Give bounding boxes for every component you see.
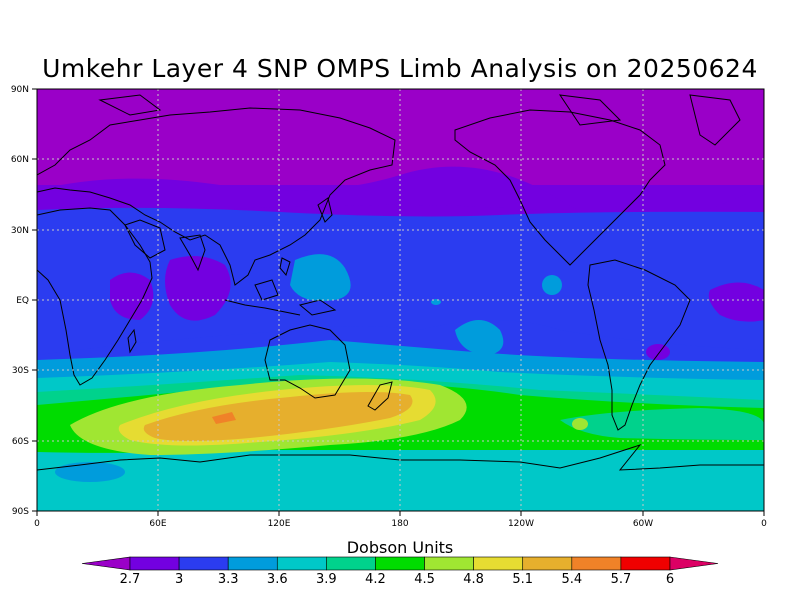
lat-label-60n: 60N	[11, 155, 29, 165]
blob-west-pacific	[290, 254, 351, 301]
colorbar-label: 6	[666, 572, 674, 587]
lat-label-30s: 30S	[12, 366, 29, 376]
coast-india	[179, 234, 206, 272]
coast-arctic-1	[98, 94, 162, 116]
colorbar-label: 5.4	[561, 572, 582, 587]
coast-arctic-2	[558, 94, 622, 126]
coast-new-guinea	[298, 299, 337, 316]
lon-label-180: 180	[391, 519, 408, 529]
colorbar-label: 3.9	[316, 572, 337, 587]
colorbar-swatch	[375, 556, 425, 571]
contour-antarctic	[37, 453, 764, 511]
colorbar-swatch	[522, 556, 573, 571]
colorbar-swatch	[227, 556, 278, 571]
coastlines	[37, 94, 764, 471]
tick-marks	[32, 88, 765, 516]
blob-africa-purple	[110, 272, 154, 320]
coast-antarctica	[37, 444, 764, 471]
coast-philippines	[279, 257, 291, 277]
blob-atlantic-cyan	[542, 275, 562, 295]
blob-indian-purple	[165, 256, 231, 321]
blob-pacific-south	[455, 320, 504, 355]
blob-antarctic-low	[55, 462, 125, 482]
blob-brazil-purple	[708, 282, 764, 322]
lat-label-30n: 30N	[11, 226, 29, 236]
colorbar-arrow-low	[81, 556, 131, 571]
colorbar-swatch	[620, 556, 671, 571]
colorbar-swatch	[276, 556, 327, 571]
lon-label-120e: 120E	[268, 519, 291, 529]
coast-madagascar	[127, 328, 137, 354]
colorbar-swatch	[178, 556, 229, 571]
colorbar-label: 4.5	[414, 572, 435, 587]
colorbar-title: Dobson Units	[347, 538, 454, 557]
coast-new-zealand	[367, 381, 393, 411]
colorbar-swatch	[424, 556, 474, 571]
map-title: Umkehr Layer 4 SNP OMPS Limb Analysis on…	[42, 54, 758, 83]
colorbar-label: 2.7	[120, 572, 141, 587]
colorbar: 2.7 3 3.3 3.6 3.9 4.2 4.5 4.8 5.1 5.4 5.7 6	[81, 556, 719, 587]
colorbar-swatch	[473, 556, 524, 571]
contour-gold	[143, 391, 413, 441]
blob-patagonia	[572, 418, 588, 430]
coast-australia	[264, 324, 351, 399]
coast-north-america	[454, 109, 666, 266]
lat-label-eq: EQ	[16, 296, 29, 306]
coast-eurasia	[37, 107, 396, 286]
lat-label-90n: 90N	[11, 85, 29, 95]
coast-borneo	[254, 279, 279, 301]
colorbar-label: 5.7	[611, 572, 632, 587]
coast-indonesia	[224, 299, 301, 316]
colorbar-label: 4.2	[365, 572, 386, 587]
colorbar-swatch	[326, 556, 376, 571]
blob-small-purple	[646, 344, 670, 360]
lat-label-90s: 90S	[12, 507, 29, 517]
lon-labels: 0 60E 120E 180 120W 60W 0	[34, 519, 767, 529]
colorbar-swatch	[571, 556, 622, 571]
lon-label-0-right: 0	[761, 519, 767, 529]
lon-label-120w: 120W	[508, 519, 534, 529]
colorbar-label: 3.3	[218, 572, 239, 587]
colorbar-swatch	[129, 556, 180, 571]
coast-south-america	[587, 259, 691, 431]
coast-africa	[37, 207, 153, 386]
lon-label-0-left: 0	[34, 519, 40, 529]
graticule	[37, 89, 764, 511]
contour-orange	[212, 412, 236, 424]
lon-label-60w: 60W	[633, 519, 653, 529]
lat-labels: 90N 60N 30N EQ 30S 60S 90S	[11, 85, 29, 517]
lon-label-60e: 60E	[149, 519, 166, 529]
coast-greenland	[689, 94, 741, 146]
colorbar-label: 5.1	[512, 572, 533, 587]
colorbar-label: 4.8	[463, 572, 484, 587]
lat-label-60s: 60S	[12, 437, 29, 447]
coast-japan	[317, 197, 333, 223]
colorbar-label: 3	[175, 572, 183, 587]
contour-atlantic-mint	[560, 408, 764, 440]
coast-arabia	[124, 219, 166, 259]
colorbar-label: 3.6	[267, 572, 288, 587]
colorbar-arrow-high	[669, 556, 719, 571]
